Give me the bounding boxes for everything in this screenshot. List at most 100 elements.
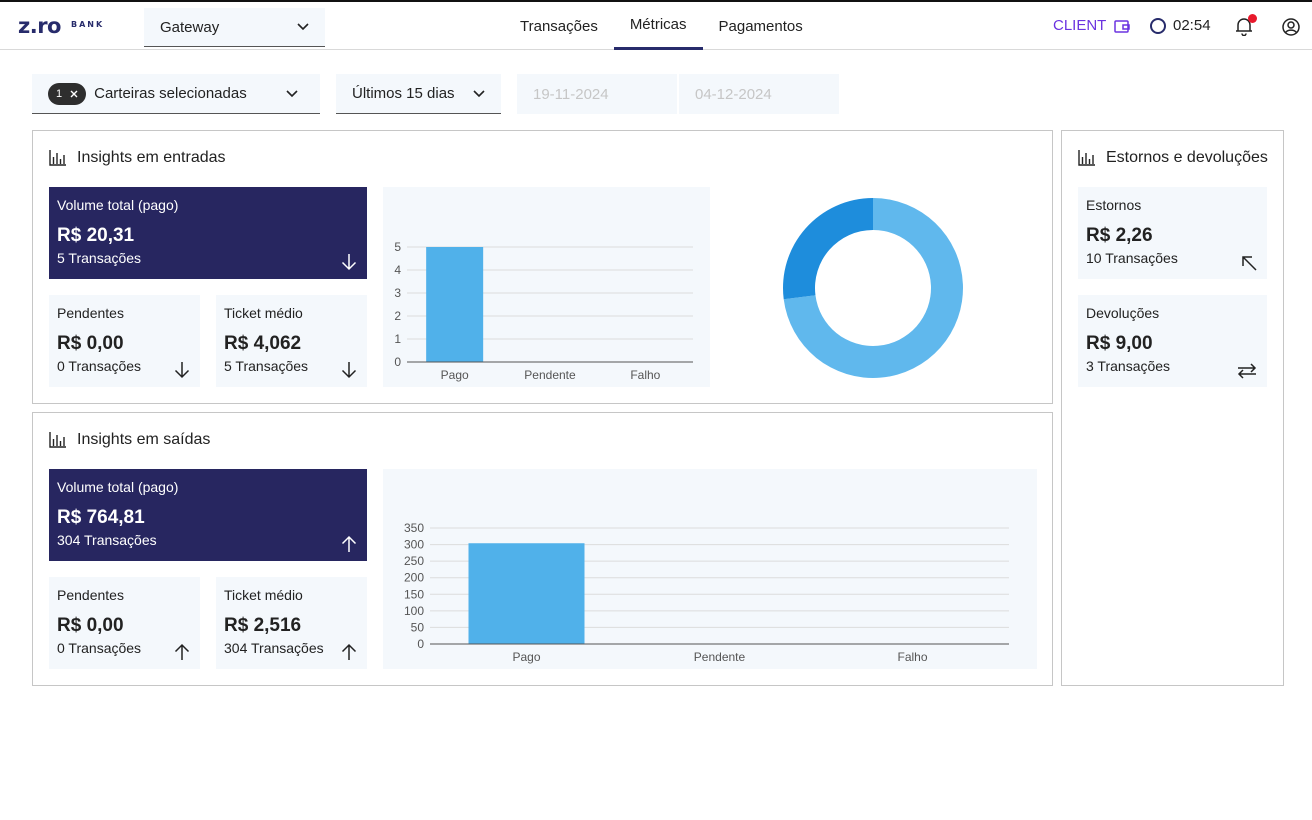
bar-pago xyxy=(426,247,484,362)
arrow-up-left-icon xyxy=(1242,256,1257,271)
card-sub: 0 Transações xyxy=(57,640,142,656)
y-tick-label: 100 xyxy=(404,604,424,618)
user-icon xyxy=(1282,18,1300,36)
card-sub: 3 Transações xyxy=(1086,358,1171,374)
y-tick-label: 300 xyxy=(404,538,424,552)
card-label: Devoluções xyxy=(1086,305,1160,321)
chevron-down-icon xyxy=(286,89,298,97)
session-timer: 02:54 xyxy=(1150,17,1211,34)
tab-pagamentos[interactable]: Pagamentos xyxy=(703,2,819,50)
card-value: R$ 764,81 xyxy=(57,507,145,528)
arrow-down-icon xyxy=(174,362,190,379)
period-label: Últimos 15 dias xyxy=(352,85,455,102)
period-select[interactable]: Últimos 15 dias xyxy=(336,74,501,114)
notifications-button[interactable] xyxy=(1234,14,1257,41)
date-start-value: 19-11-2024 xyxy=(533,85,609,103)
arrow-down-icon xyxy=(341,254,357,271)
panel-title: Estornos e devoluções xyxy=(1078,149,1268,167)
card-value: R$ 0,00 xyxy=(57,615,124,636)
y-tick-label: 200 xyxy=(404,571,424,585)
card-label: Ticket médio xyxy=(224,587,303,603)
y-tick-label: 4 xyxy=(394,263,401,277)
tab-transacoes[interactable]: Transações xyxy=(504,2,614,50)
selected-count-chip[interactable]: 1 xyxy=(48,82,87,105)
date-start-input[interactable]: 19-11-2024 xyxy=(517,74,677,114)
pendentes-card: Pendentes R$ 0,00 0 Transações xyxy=(49,295,200,387)
card-value: R$ 2,26 xyxy=(1086,225,1153,246)
user-menu-button[interactable] xyxy=(1282,18,1300,41)
card-value: R$ 9,00 xyxy=(1086,333,1153,354)
card-value: R$ 0,00 xyxy=(57,333,124,354)
client-label: CLIENT xyxy=(1053,17,1107,34)
arrow-up-icon xyxy=(341,643,357,660)
bell-icon xyxy=(1236,18,1252,37)
y-tick-label: 5 xyxy=(394,240,401,254)
chip-count: 1 xyxy=(56,87,63,100)
gateway-select[interactable]: Gateway xyxy=(144,8,325,47)
estornos-devolucoes-panel: Estornos e devoluções Estornos R$ 2,26 1… xyxy=(1061,130,1284,686)
card-label: Pendentes xyxy=(57,587,124,603)
arrow-up-icon xyxy=(341,535,357,552)
ticket-medio-card: Ticket médio R$ 4,062 5 Transações xyxy=(216,295,367,387)
top-bar: z.ro BANK Gateway Transações Métricas Pa… xyxy=(0,0,1312,50)
x-tick-label: Pago xyxy=(441,368,469,382)
bar-pago xyxy=(468,543,585,644)
card-label: Estornos xyxy=(1086,197,1142,213)
wallet-multiselect[interactable]: 1 Carteiras selecionadas xyxy=(32,74,320,114)
y-tick-label: 150 xyxy=(404,587,424,601)
x-tick-label: Pendente xyxy=(524,368,576,382)
saidas-bar-chart: 0 50 100 150 200 250 300 350 Pago Pendente Falho xyxy=(383,469,1037,669)
entradas-bar-chart: 0 1 2 3 4 5 Pago Pendente Falho xyxy=(383,187,710,387)
volume-total-card: Volume total (pago) R$ 20,31 5 Transaçõe… xyxy=(49,187,367,279)
card-value: R$ 20,31 xyxy=(57,225,135,246)
swap-arrows-icon xyxy=(1237,363,1257,379)
client-wallet-button[interactable]: CLIENT xyxy=(1053,17,1131,34)
x-tick-label: Falho xyxy=(897,650,927,664)
card-sub: 5 Transações xyxy=(224,358,309,374)
date-end-value: 04-12-2024 xyxy=(695,85,772,103)
y-tick-label: 50 xyxy=(411,620,425,634)
volume-total-card: Volume total (pago) R$ 764,81 304 Transa… xyxy=(49,469,367,561)
close-icon[interactable] xyxy=(70,90,78,98)
logo-text: z.ro xyxy=(18,14,61,38)
zro-bank-logo[interactable]: z.ro BANK xyxy=(18,14,104,38)
donut-slice-0 xyxy=(783,198,963,378)
tab-label: Transações xyxy=(520,17,598,35)
y-tick-label: 3 xyxy=(394,286,401,300)
panel-title-text: Insights em saídas xyxy=(77,431,211,448)
estornos-card: Estornos R$ 2,26 10 Transações xyxy=(1078,187,1267,279)
main-tabs: Transações Métricas Pagamentos xyxy=(504,2,819,50)
chevron-down-icon xyxy=(473,89,485,97)
wallet-icon xyxy=(1114,19,1131,33)
tab-metricas[interactable]: Métricas xyxy=(613,2,703,50)
y-tick-label: 1 xyxy=(394,332,401,346)
x-tick-label: Falho xyxy=(630,368,660,382)
devolucoes-card: Devoluções R$ 9,00 3 Transações xyxy=(1078,295,1267,387)
y-tick-label: 250 xyxy=(404,554,424,568)
date-end-input[interactable]: 04-12-2024 xyxy=(679,74,839,114)
insights-entradas-panel: Insights em entradas Volume total (pago)… xyxy=(32,130,1053,404)
arrow-down-icon xyxy=(341,362,357,379)
insights-saidas-panel: Insights em saídas Volume total (pago) R… xyxy=(32,412,1053,686)
panel-title-text: Estornos e devoluções xyxy=(1106,149,1268,166)
card-value: R$ 4,062 xyxy=(224,333,302,354)
card-sub: 0 Transações xyxy=(57,358,142,374)
saidas-bar-chart-svg: 0 50 100 150 200 250 300 350 Pago Pendente Falho xyxy=(404,521,1009,664)
gateway-select-label: Gateway xyxy=(160,18,220,36)
card-label: Pendentes xyxy=(57,305,124,321)
donut-slice-1 xyxy=(783,198,873,300)
panel-title-text: Insights em entradas xyxy=(77,149,226,166)
bar-chart-icon xyxy=(49,150,66,166)
card-sub: 304 Transações xyxy=(224,640,324,656)
tab-label: Métricas xyxy=(629,16,687,33)
chevron-down-icon xyxy=(297,23,309,31)
panel-title: Insights em entradas xyxy=(49,149,226,167)
ticket-medio-card: Ticket médio R$ 2,516 304 Transações xyxy=(216,577,367,669)
card-sub: 10 Transações xyxy=(1086,250,1178,266)
tab-label: Pagamentos xyxy=(718,17,803,35)
card-value: R$ 2,516 xyxy=(224,615,302,636)
entradas-donut-chart xyxy=(783,198,963,378)
timer-ring-icon xyxy=(1150,17,1166,34)
arrow-up-icon xyxy=(174,643,190,660)
card-label: Volume total (pago) xyxy=(57,479,179,495)
